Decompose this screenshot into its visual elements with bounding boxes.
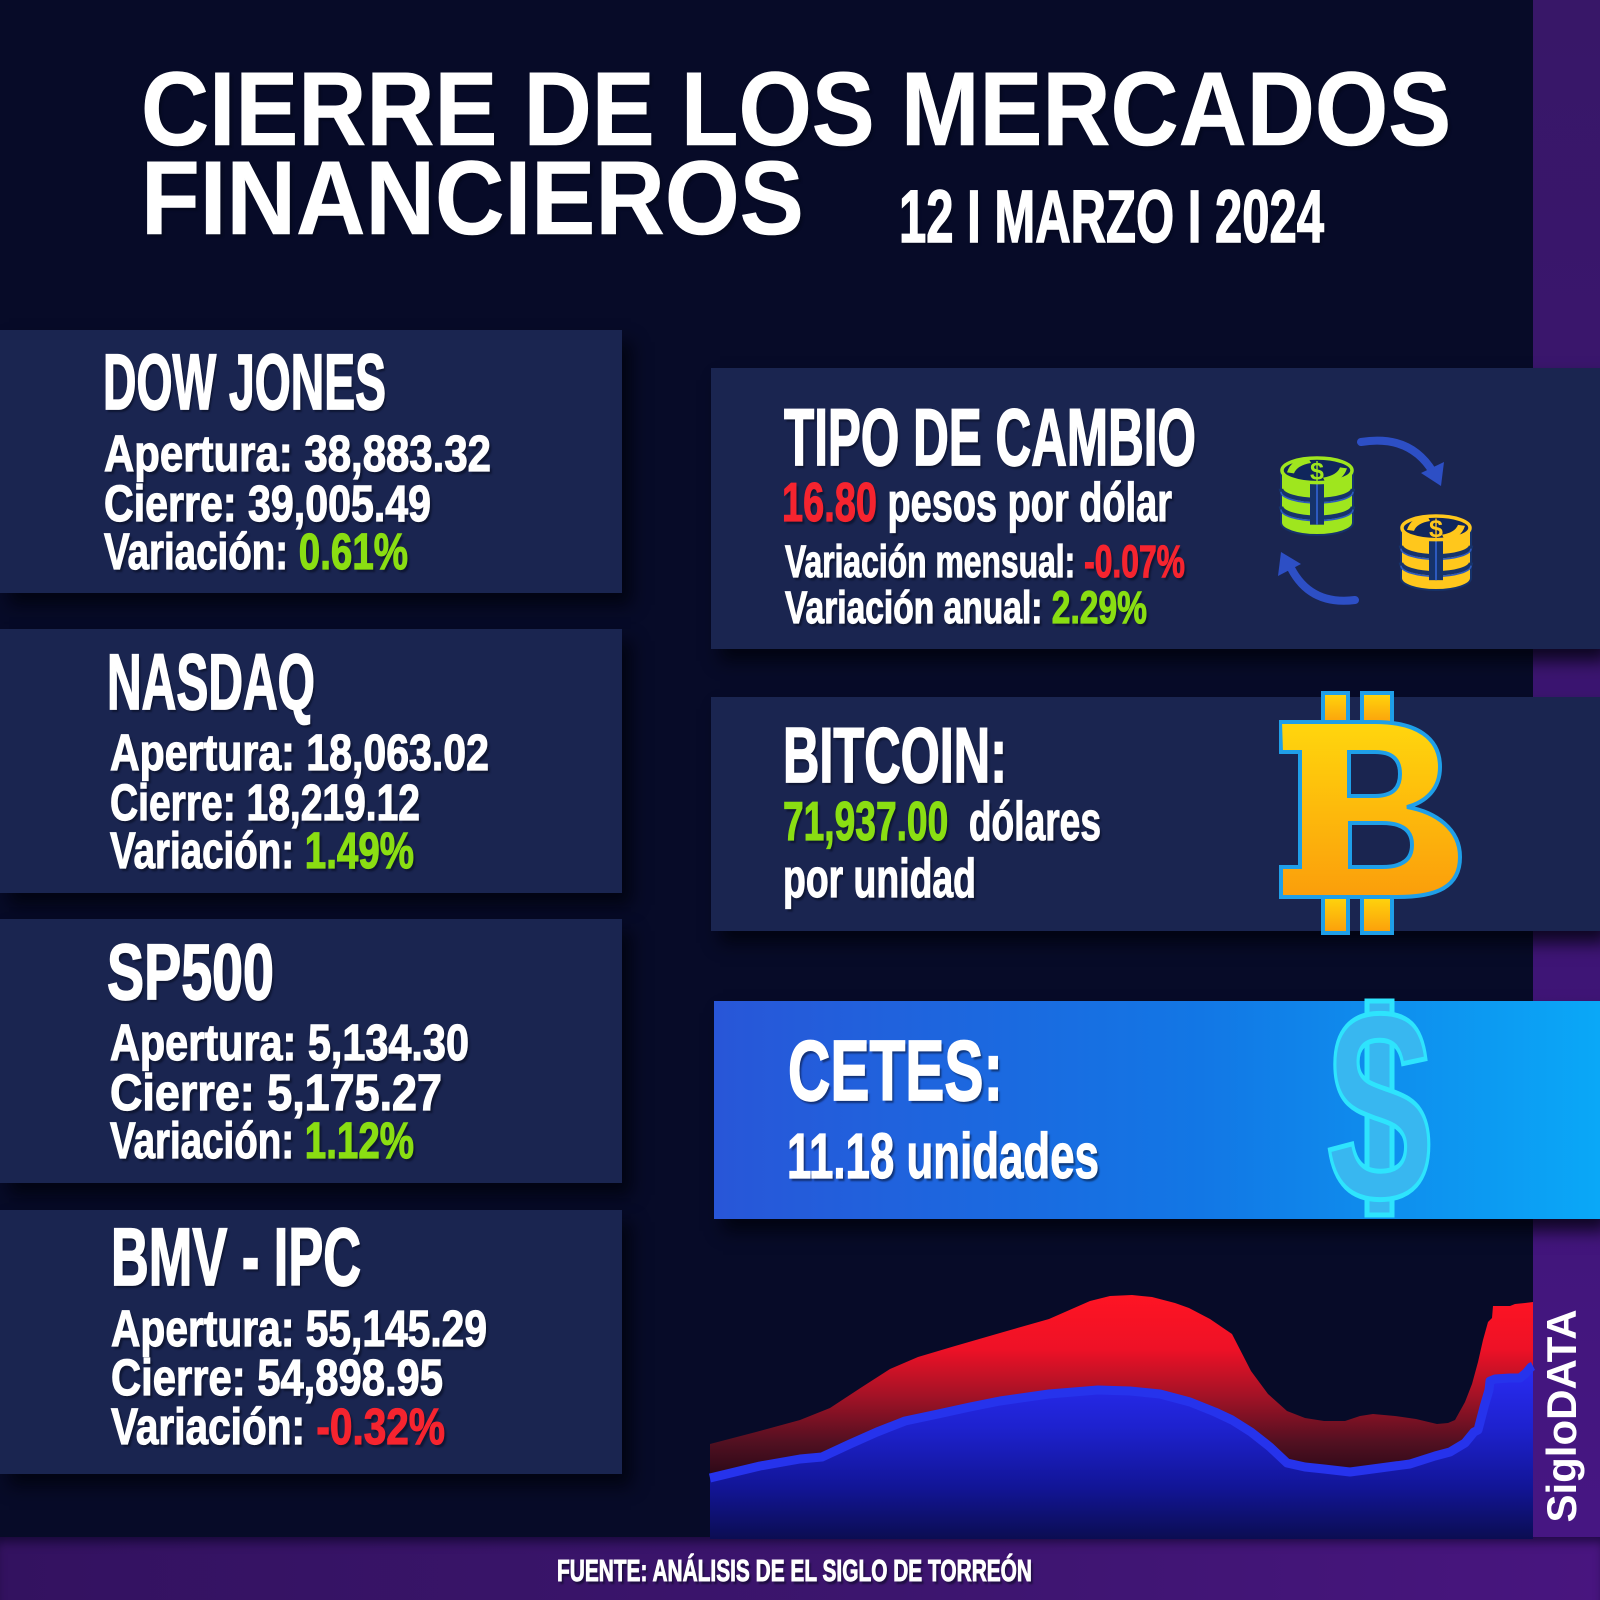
svg-text:$: $ — [1310, 457, 1324, 485]
svg-text:S: S — [1325, 998, 1436, 1220]
svg-text:$: $ — [1429, 515, 1443, 543]
